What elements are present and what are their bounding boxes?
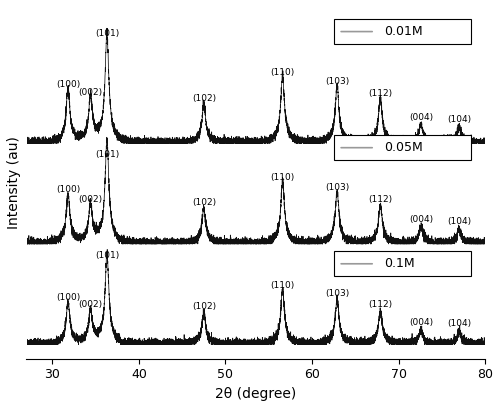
- Text: (102): (102): [192, 198, 216, 207]
- FancyBboxPatch shape: [334, 251, 471, 276]
- Y-axis label: Intensity (au): Intensity (au): [7, 136, 21, 229]
- Text: (100): (100): [56, 185, 80, 194]
- Text: (112): (112): [368, 300, 392, 309]
- Text: (100): (100): [56, 293, 80, 302]
- FancyBboxPatch shape: [334, 19, 471, 44]
- Text: 0.1M: 0.1M: [384, 257, 415, 270]
- Text: (103): (103): [325, 289, 349, 298]
- Text: (004): (004): [409, 113, 433, 122]
- Text: (101): (101): [95, 29, 119, 38]
- Text: (101): (101): [95, 251, 119, 260]
- Text: (102): (102): [192, 302, 216, 311]
- Text: (104): (104): [447, 319, 471, 328]
- Text: (104): (104): [447, 217, 471, 226]
- Text: (103): (103): [325, 77, 349, 86]
- Text: 0.05M: 0.05M: [384, 141, 423, 154]
- Text: (002): (002): [78, 88, 102, 97]
- Text: (102): (102): [192, 94, 216, 103]
- Text: (112): (112): [368, 195, 392, 204]
- Text: (004): (004): [409, 318, 433, 327]
- Text: (110): (110): [270, 173, 294, 182]
- Text: (101): (101): [95, 150, 119, 159]
- Text: (100): (100): [56, 80, 80, 89]
- Text: (110): (110): [270, 68, 294, 77]
- Text: (002): (002): [78, 195, 102, 204]
- X-axis label: 2θ (degree): 2θ (degree): [215, 387, 296, 401]
- Text: (002): (002): [78, 300, 102, 309]
- Text: (103): (103): [325, 183, 349, 192]
- FancyBboxPatch shape: [334, 135, 471, 160]
- Text: (112): (112): [368, 89, 392, 98]
- Text: (104): (104): [447, 115, 471, 124]
- Text: 0.01M: 0.01M: [384, 25, 423, 38]
- Text: (110): (110): [270, 281, 294, 290]
- Text: (004): (004): [409, 215, 433, 224]
